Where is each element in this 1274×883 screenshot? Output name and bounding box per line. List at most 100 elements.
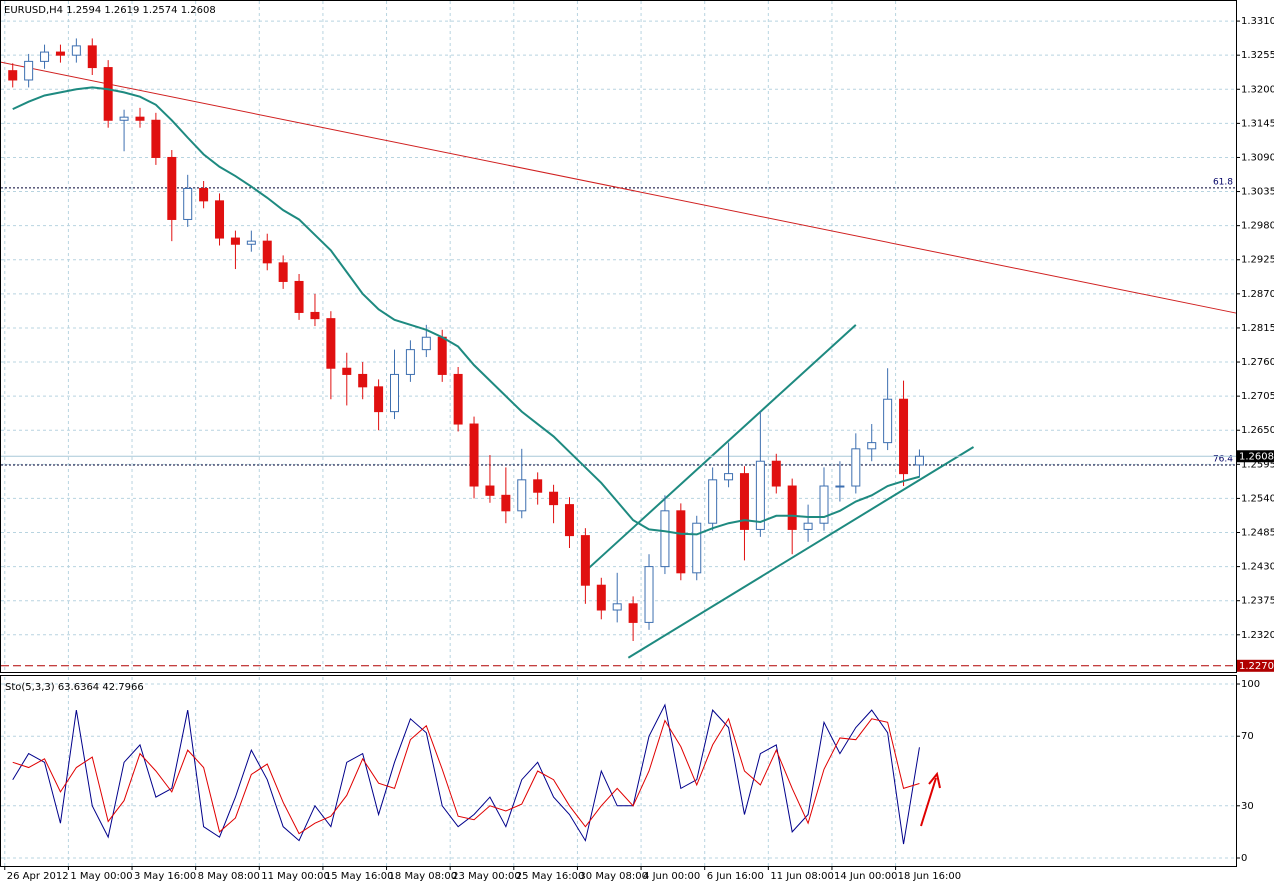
- candle-body: [453, 373, 463, 425]
- x-tick-label: 11 May 00:00: [261, 871, 330, 882]
- y-tick-label: 1.2375: [1241, 596, 1274, 607]
- y-tick-label: 1.2925: [1241, 255, 1274, 266]
- candle-body: [819, 485, 829, 524]
- oscillator-line: [12, 703, 920, 845]
- candle-body: [167, 156, 177, 220]
- y-tick-label: 0: [1241, 853, 1247, 864]
- y-tick-label: 100: [1241, 679, 1260, 690]
- price-title: EURUSD,H4 1.2594 1.2619 1.2574 1.2608: [4, 5, 216, 16]
- candle-body: [8, 70, 18, 81]
- x-tick-label: 6 Jun 16:00: [707, 871, 764, 882]
- trendline: [627, 446, 975, 659]
- candle-body: [517, 479, 527, 512]
- price-frame: [0, 0, 1237, 673]
- candle-body: [739, 473, 749, 530]
- candle-body: [549, 491, 559, 506]
- y-tick-label: 1.3255: [1241, 50, 1274, 61]
- x-tick-label: 14 Jun 00:00: [834, 871, 898, 882]
- candle-body: [899, 398, 909, 475]
- y-tick-label: 1.3200: [1241, 84, 1274, 95]
- candle-body: [501, 494, 511, 512]
- fib-level-label: 76.4: [1213, 454, 1233, 464]
- candle-body: [660, 510, 670, 568]
- last-price-label: 1.2608: [1239, 451, 1274, 462]
- y-tick-label: 1.2540: [1241, 493, 1274, 504]
- candle-body: [215, 200, 225, 239]
- x-tick-label: 23 May 00:00: [452, 871, 521, 882]
- candle-body: [421, 336, 431, 351]
- y-tick-label: 1.2760: [1241, 357, 1274, 368]
- candle-body: [294, 280, 304, 313]
- candle-body: [87, 45, 97, 69]
- candle-body: [151, 119, 161, 158]
- y-tick-label: 1.2650: [1241, 425, 1274, 436]
- x-tick-label: 25 May 16:00: [516, 871, 585, 882]
- support-label-box: [1237, 659, 1274, 672]
- candle-body: [883, 398, 893, 444]
- candle-body: [485, 485, 495, 496]
- x-tick-label: 4 Jun 00:00: [643, 871, 700, 882]
- trendline: [0, 61, 1237, 314]
- y-tick-label: 1.2870: [1241, 289, 1274, 300]
- annotation-arrow: [920, 771, 941, 827]
- y-tick-label: 1.3035: [1241, 187, 1274, 198]
- y-tick-label: 1.2320: [1241, 630, 1274, 641]
- candle-body: [278, 262, 288, 282]
- x-tick-label: 30 May 08:00: [579, 871, 648, 882]
- candle-body: [533, 479, 543, 493]
- y-tick-label: 1.2815: [1241, 323, 1274, 334]
- oscillator-title: Sto(5,3,3) 63.6364 42.7966: [5, 682, 144, 693]
- candle-body: [755, 460, 765, 530]
- candle-body: [644, 566, 654, 623]
- candle-body: [405, 349, 415, 375]
- candle-body: [724, 473, 734, 481]
- candle-body: [708, 479, 718, 524]
- candle-body: [469, 423, 479, 487]
- candle-body: [437, 336, 447, 375]
- candle-body: [135, 116, 145, 121]
- candle-body: [628, 603, 638, 623]
- x-tick-label: 26 Apr 2012: [7, 871, 69, 882]
- y-tick-label: 30: [1241, 801, 1254, 812]
- candle-body: [342, 367, 352, 375]
- candle-body: [55, 51, 65, 56]
- fib-level-label: 61.8: [1213, 177, 1233, 187]
- y-tick-label: 1.3310: [1241, 16, 1274, 27]
- candle-body: [676, 510, 686, 574]
- candle-body: [119, 116, 129, 121]
- candle-body: [612, 603, 622, 611]
- moving-average: [12, 86, 920, 536]
- candle-body: [358, 373, 368, 388]
- candle-body: [24, 60, 34, 81]
- y-tick-label: 1.2595: [1241, 459, 1274, 470]
- candle-body: [771, 460, 781, 487]
- candle-body: [310, 311, 320, 320]
- last-price-box: [1237, 450, 1274, 463]
- candle-body: [246, 240, 256, 245]
- candle-body: [580, 535, 590, 586]
- y-tick-label: 70: [1241, 731, 1254, 742]
- arrow-shaft: [920, 777, 937, 827]
- x-tick-label: 18 Jun 16:00: [898, 871, 962, 882]
- candle-body: [262, 240, 272, 264]
- x-tick-label: 15 May 16:00: [325, 871, 394, 882]
- candle-body: [103, 67, 113, 121]
- candle-body: [40, 51, 50, 62]
- candle-body: [183, 187, 193, 220]
- y-tick-label: 1.3145: [1241, 118, 1274, 129]
- candle-body: [787, 485, 797, 530]
- arrow-head: [928, 771, 941, 789]
- support-label: 1.2270: [1239, 661, 1274, 672]
- candle-body: [803, 522, 813, 530]
- candle-body: [199, 187, 209, 202]
- candle-body: [564, 504, 574, 537]
- candle-body: [867, 442, 877, 450]
- candle-body: [230, 237, 240, 245]
- candle-body: [835, 485, 845, 488]
- x-tick-label: 8 May 08:00: [198, 871, 260, 882]
- y-tick-label: 1.2980: [1241, 221, 1274, 232]
- candle-body: [374, 386, 384, 413]
